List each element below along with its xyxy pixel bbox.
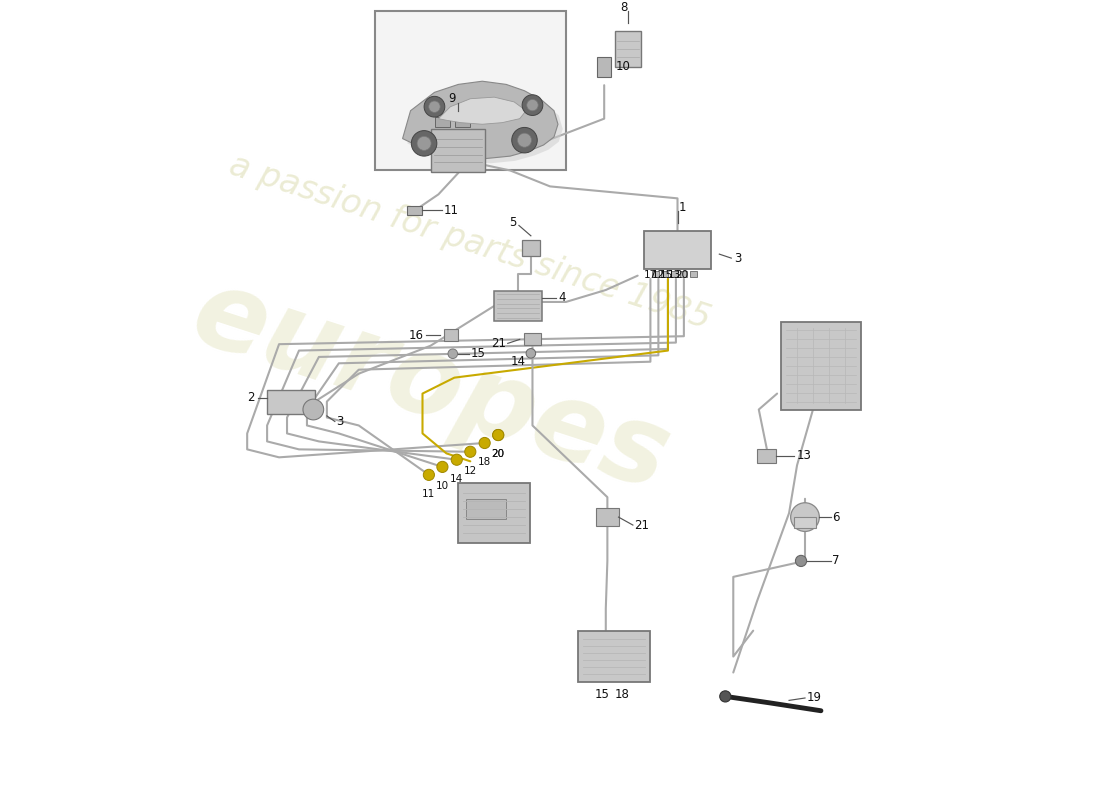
Text: 19: 19 — [806, 691, 822, 705]
Circle shape — [493, 430, 504, 441]
Text: 15: 15 — [660, 270, 673, 280]
Circle shape — [451, 454, 462, 466]
Bar — [757, 449, 777, 463]
Bar — [466, 499, 506, 519]
Circle shape — [437, 462, 448, 473]
Bar — [375, 11, 565, 170]
Bar — [455, 118, 470, 127]
Bar — [661, 271, 669, 278]
Text: 8: 8 — [620, 1, 628, 14]
Text: 15: 15 — [471, 347, 485, 360]
Text: 11: 11 — [444, 204, 459, 217]
Bar — [578, 630, 650, 682]
Text: 16: 16 — [409, 329, 425, 342]
Bar — [494, 290, 542, 321]
Text: 3: 3 — [734, 252, 741, 265]
Text: 18: 18 — [478, 458, 492, 467]
Text: 4: 4 — [558, 291, 565, 305]
Circle shape — [493, 430, 504, 441]
Text: 2: 2 — [246, 391, 254, 404]
Bar — [522, 240, 540, 256]
Polygon shape — [403, 82, 558, 158]
Text: 20: 20 — [492, 450, 505, 459]
Circle shape — [464, 446, 476, 458]
Bar — [644, 231, 712, 270]
Text: a passion for parts since 1985: a passion for parts since 1985 — [226, 149, 715, 336]
Circle shape — [424, 470, 434, 481]
Text: 21: 21 — [492, 337, 506, 350]
Circle shape — [791, 502, 820, 531]
Text: 17: 17 — [644, 270, 657, 280]
Bar — [615, 31, 641, 67]
Text: 18: 18 — [614, 688, 629, 701]
Text: 12: 12 — [464, 466, 477, 476]
Circle shape — [512, 127, 537, 153]
Text: 20: 20 — [492, 450, 505, 459]
Circle shape — [480, 438, 491, 449]
Text: 13: 13 — [796, 450, 811, 462]
Text: europes: europes — [179, 259, 682, 512]
Text: 21: 21 — [635, 518, 649, 531]
Circle shape — [411, 130, 437, 156]
Text: 13: 13 — [668, 270, 681, 280]
Circle shape — [417, 136, 431, 150]
Circle shape — [429, 101, 440, 113]
Text: 12: 12 — [652, 270, 666, 280]
Text: 9: 9 — [448, 92, 455, 105]
Text: 15: 15 — [594, 688, 609, 701]
Bar — [596, 508, 618, 526]
Bar — [524, 334, 541, 346]
Text: 6: 6 — [832, 510, 839, 524]
Circle shape — [522, 94, 542, 115]
Bar — [651, 271, 659, 278]
Text: 3: 3 — [337, 415, 344, 428]
Bar — [459, 483, 530, 543]
Bar — [794, 517, 816, 528]
Polygon shape — [439, 97, 526, 124]
Bar — [597, 57, 612, 77]
Bar — [431, 129, 485, 173]
Bar — [407, 206, 421, 215]
Circle shape — [302, 399, 323, 420]
Text: 14: 14 — [510, 355, 526, 368]
Circle shape — [448, 349, 458, 358]
Bar — [680, 271, 688, 278]
Bar — [671, 271, 678, 278]
Circle shape — [719, 691, 730, 702]
Text: 10: 10 — [436, 482, 449, 491]
Text: 11: 11 — [422, 490, 436, 499]
Text: 14: 14 — [450, 474, 463, 484]
Bar — [436, 118, 450, 127]
Bar — [444, 330, 459, 342]
Circle shape — [517, 133, 531, 147]
Polygon shape — [407, 86, 563, 163]
Text: 7: 7 — [832, 554, 839, 567]
Text: 10: 10 — [615, 60, 630, 74]
Text: 5: 5 — [509, 216, 517, 229]
Bar — [267, 390, 315, 414]
Circle shape — [526, 349, 536, 358]
Circle shape — [425, 96, 444, 117]
Circle shape — [527, 99, 538, 111]
Bar — [781, 322, 861, 410]
Bar — [690, 271, 697, 278]
Circle shape — [795, 555, 806, 566]
Text: 20: 20 — [675, 270, 689, 280]
Text: 1: 1 — [679, 201, 686, 214]
